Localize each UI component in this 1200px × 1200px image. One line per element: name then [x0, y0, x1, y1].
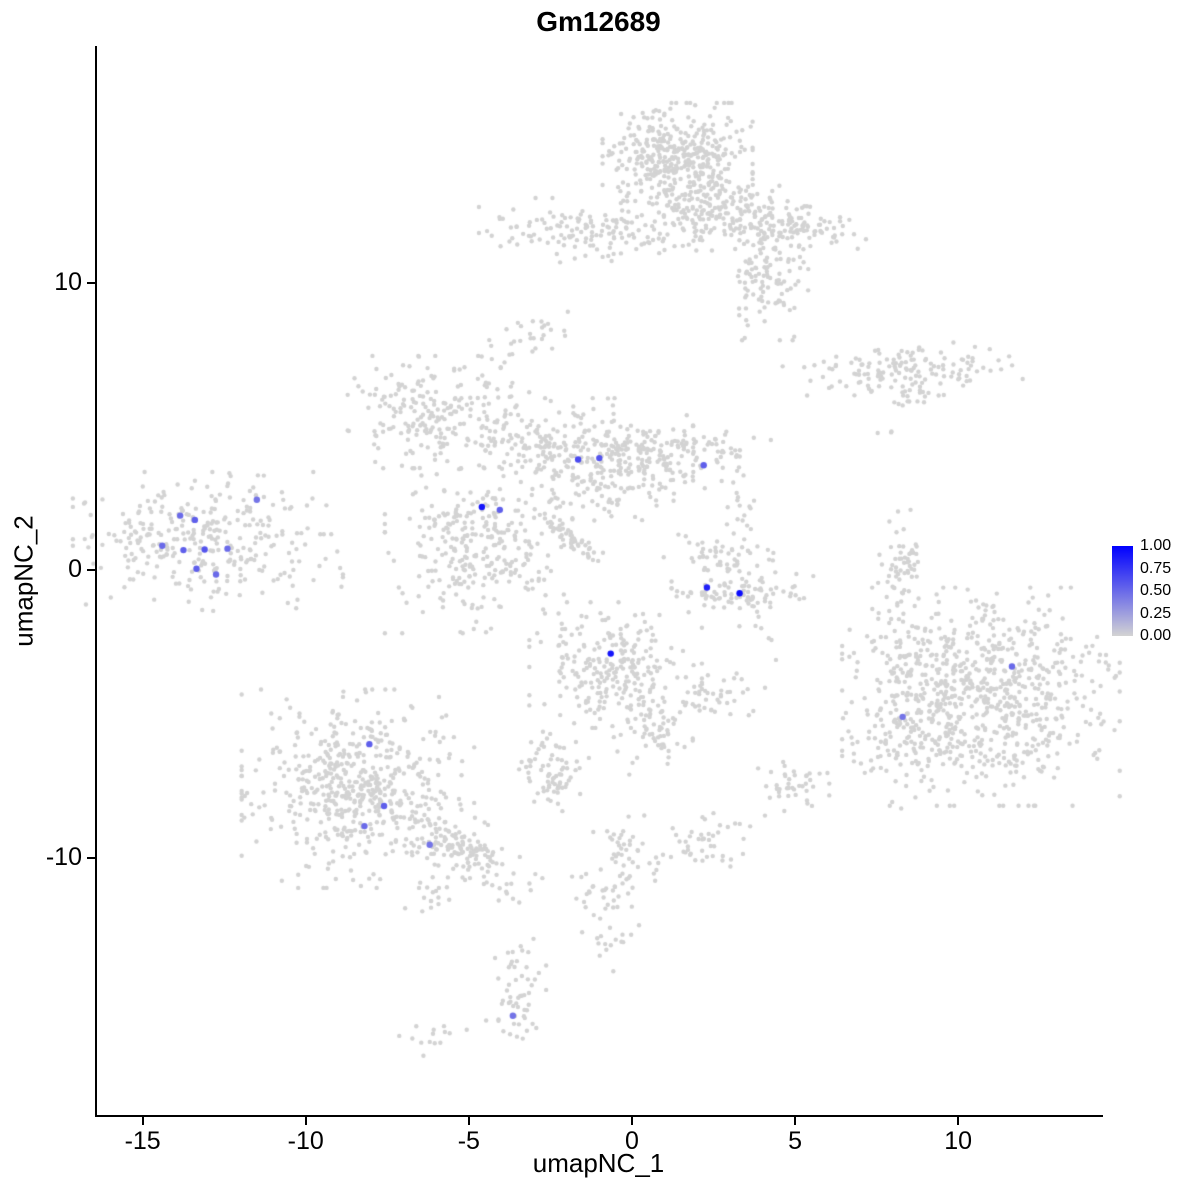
x-tick-mark [957, 1117, 960, 1125]
y-tick-label: 0 [68, 555, 82, 584]
y-axis-label: umapNC_2 [8, 515, 39, 647]
legend-label: 0.00 [1140, 627, 1172, 644]
legend-label: 0.75 [1140, 559, 1172, 577]
x-tick-label: 5 [788, 1127, 802, 1155]
legend-label: 0.50 [1140, 582, 1172, 599]
x-tick-label: 10 [944, 1127, 973, 1155]
x-tick-label: 0 [624, 1127, 639, 1155]
x-tick-mark [141, 1117, 144, 1125]
x-tick-label: -10 [287, 1127, 324, 1155]
x-tick-mark [467, 1117, 470, 1125]
x-tick-mark [630, 1117, 633, 1125]
y-axis-line [95, 46, 97, 1117]
y-tick-mark [87, 856, 95, 859]
y-tick-label: 10 [54, 267, 82, 296]
expression-legend: 1.00 0.75 0.50 0.25 0.00 [1110, 537, 1200, 650]
x-tick-mark [304, 1117, 307, 1125]
x-tick-label: -5 [457, 1127, 480, 1155]
x-axis-line [95, 1115, 1103, 1117]
legend-label: 0.25 [1140, 604, 1172, 622]
y-tick-mark [87, 569, 95, 572]
x-tick-label: -15 [124, 1127, 161, 1155]
plot-title: Gm12689 [536, 6, 661, 37]
legend-label: 1.00 [1140, 537, 1172, 554]
x-axis-label: umapNC_1 [532, 1148, 665, 1178]
y-tick-label: -10 [45, 842, 82, 871]
legend-gradient-bar [1112, 546, 1133, 636]
x-tick-mark [794, 1117, 797, 1125]
y-tick-mark [87, 281, 95, 284]
